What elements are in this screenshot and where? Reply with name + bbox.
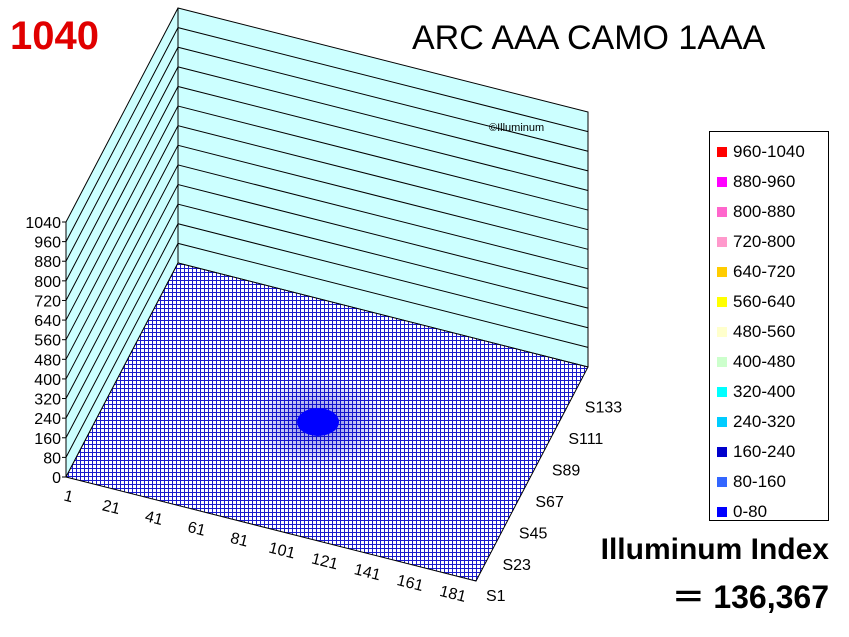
wall-gridline — [65, 66, 589, 282]
z-tick-label: 80 — [43, 450, 61, 467]
x-tick-label: 81 — [229, 530, 250, 551]
chart-title: ARC AAA CAMO 1AAA — [412, 19, 766, 57]
x-tick-label: 141 — [352, 561, 382, 584]
legend-label: 800-880 — [733, 202, 796, 221]
wall-gridline — [65, 223, 589, 439]
watermark-logo: ©Illuminum — [489, 122, 545, 134]
wall-gridlines — [65, 27, 589, 458]
y-tick-label: S23 — [502, 557, 531, 574]
z-tick-label: 240 — [34, 411, 61, 428]
legend-item: 0-80 — [710, 497, 828, 527]
legend-label: 640-720 — [733, 262, 796, 281]
z-tick-label: 720 — [34, 293, 61, 310]
z-tick-label: 560 — [34, 333, 61, 350]
legend-swatch — [717, 177, 727, 187]
wall-gridline — [65, 27, 589, 242]
legend-item: 160-240 — [710, 437, 828, 467]
legend-item: 960-1040 — [710, 137, 828, 167]
legend-item: 240-320 — [710, 407, 828, 437]
z-axis: 0 80 160 240 320 400 480 560 640 720 800 880 960 1040 — [25, 215, 66, 487]
legend-label: 160-240 — [733, 442, 796, 461]
legend-swatch — [717, 417, 727, 427]
legend-item: 640-720 — [710, 257, 828, 287]
wall-gridline — [65, 183, 589, 399]
legend-swatch — [717, 237, 727, 247]
legend-item: 720-800 — [710, 227, 828, 257]
legend-swatch — [717, 447, 727, 457]
z-tick-label: 960 — [34, 235, 61, 252]
legend-swatch — [717, 357, 727, 367]
y-tick-label: S45 — [519, 525, 548, 542]
wall-gridline — [65, 164, 589, 380]
y-axis: S1 S23 S45 S67 S89 S111 S133 — [486, 399, 622, 605]
legend-label: 240-320 — [733, 412, 796, 431]
legend-swatch — [717, 297, 727, 307]
legend-swatch — [717, 207, 727, 217]
wall-gridline — [65, 144, 589, 360]
z-tick-label: 880 — [34, 254, 61, 271]
legend-label: 560-640 — [733, 292, 796, 311]
z-tick-label: 1040 — [25, 215, 61, 232]
legend-item: 80-160 — [710, 467, 828, 497]
legend-label: 720-800 — [733, 232, 796, 251]
legend-swatch — [717, 147, 727, 157]
wall-gridline — [65, 105, 589, 321]
x-tick-label: 181 — [438, 583, 468, 606]
x-tick-label: 161 — [395, 572, 425, 595]
legend-item: 400-480 — [710, 347, 828, 377]
x-tick-label: 41 — [143, 508, 164, 529]
z-tick-label: 160 — [34, 431, 61, 448]
x-tick-label: 121 — [310, 550, 340, 573]
legend-label: 480-560 — [733, 322, 796, 341]
wall-gridline — [65, 125, 589, 340]
wall-gridline — [65, 203, 589, 419]
y-tick-label: S133 — [585, 399, 622, 416]
z-tick-label: 320 — [34, 392, 61, 409]
legend-item: 320-400 — [710, 377, 828, 407]
surface-hotspot — [297, 408, 339, 436]
y-tick-label: S1 — [486, 588, 506, 605]
legend-label: 960-1040 — [733, 142, 805, 161]
y-tick-label: S89 — [552, 462, 581, 479]
legend: 960-1040 880-960 800-880 720-800 640-720 560-… — [709, 131, 829, 521]
z-tick-label: 800 — [34, 274, 61, 291]
legend-item: 800-880 — [710, 197, 828, 227]
x-tick-label: 21 — [100, 497, 121, 518]
legend-label: 320-400 — [733, 382, 796, 401]
legend-item: 560-640 — [710, 287, 828, 317]
legend-label: 880-960 — [733, 172, 796, 191]
wall-gridline — [65, 85, 589, 301]
x-tick-label: 101 — [267, 540, 297, 563]
legend-label: 80-160 — [733, 472, 786, 491]
y-tick-label: S67 — [535, 494, 564, 511]
y-tick-label: S111 — [568, 431, 603, 448]
z-tick-label: 480 — [34, 352, 61, 369]
index-value: ＝ 136,367 — [672, 579, 829, 615]
wall-gridline — [65, 242, 589, 458]
index-label: Illuminum Index — [600, 533, 829, 566]
legend-swatch — [717, 507, 727, 517]
legend-item: 480-560 — [710, 317, 828, 347]
wall-gridline — [65, 46, 589, 262]
x-tick-label: 61 — [186, 519, 207, 540]
legend-label: 0-80 — [733, 502, 768, 521]
z-tick-label: 640 — [34, 313, 61, 330]
x-tick-label: 1 — [62, 488, 75, 507]
legend-item: 880-960 — [710, 167, 828, 197]
peak-value: 1040 — [10, 14, 99, 58]
legend-label: 400-480 — [733, 352, 796, 371]
legend-swatch — [717, 477, 727, 487]
z-tick-label: 400 — [34, 372, 61, 389]
legend-swatch — [717, 267, 727, 277]
legend-swatch — [717, 387, 727, 397]
z-tick-label: 0 — [52, 470, 61, 487]
legend-swatch — [717, 327, 727, 337]
